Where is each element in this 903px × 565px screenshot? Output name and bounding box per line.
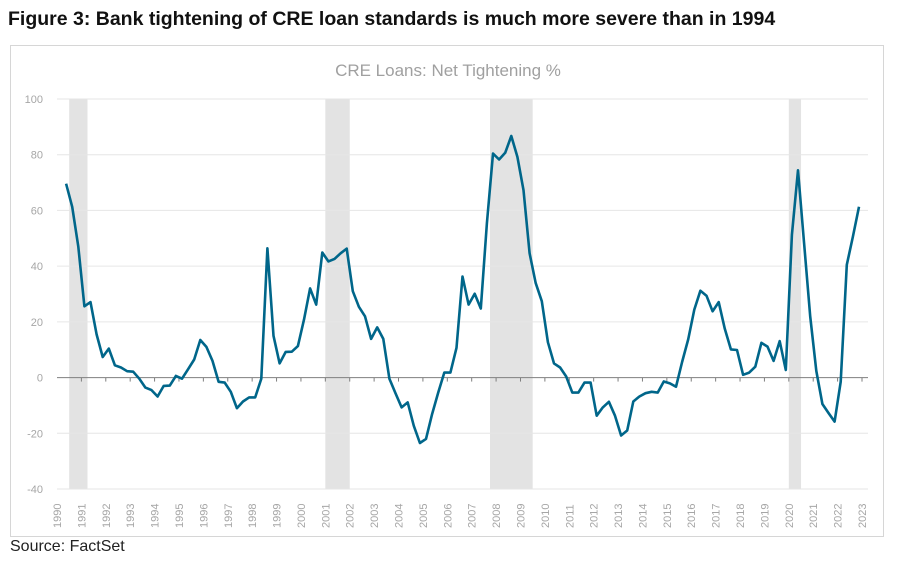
x-tick-label: 2002: [345, 504, 357, 528]
x-tick-label: 2003: [369, 504, 381, 528]
x-tick-label: 2017: [711, 504, 723, 528]
x-tick-label: 1990: [52, 504, 64, 528]
chart-frame: [10, 45, 884, 537]
x-tick-label: 2001: [320, 504, 332, 528]
y-tick-label: 60: [31, 205, 43, 217]
x-tick-label: 2021: [808, 504, 820, 528]
y-tick-label: 0: [37, 373, 43, 385]
x-tick-label: 2022: [833, 504, 845, 528]
x-tick-label: 1998: [247, 504, 259, 528]
y-tick-label: -40: [27, 484, 43, 496]
y-tick-label: 20: [31, 317, 43, 329]
x-tick-label: 1996: [198, 504, 210, 528]
x-tick-label: 2018: [735, 504, 747, 528]
x-tick-label: 1999: [272, 504, 284, 528]
x-tick-label: 2000: [296, 504, 308, 528]
x-tick-label: 2010: [540, 504, 552, 528]
x-tick-label: 1997: [223, 504, 235, 528]
figure-title: Figure 3: Bank tightening of CRE loan st…: [8, 8, 776, 30]
x-tick-label: 2009: [515, 504, 527, 528]
x-tick-label: 2023: [857, 504, 869, 528]
x-tick-label: 1991: [76, 504, 88, 528]
series-line: [64, 134, 861, 445]
x-tick-label: 2014: [637, 504, 649, 528]
x-tick-label: 2007: [467, 504, 479, 528]
x-tick-label: 2013: [613, 504, 625, 528]
x-tick-label: 1993: [125, 504, 137, 528]
x-tick-label: 2006: [442, 504, 454, 528]
x-tick-label: 2016: [686, 504, 698, 528]
x-tick-label: 2020: [784, 504, 796, 528]
x-tick-label: 2011: [564, 504, 576, 528]
y-tick-label: 100: [25, 94, 43, 106]
x-tick-label: 2005: [418, 504, 430, 528]
x-tick-label: 1992: [101, 504, 113, 528]
recession-band: [325, 99, 350, 489]
recession-band: [489, 99, 533, 489]
x-tick-label: 2015: [662, 504, 674, 528]
x-tick-label: 1994: [150, 504, 162, 528]
y-tick-label: -20: [27, 428, 43, 440]
x-tick-label: 2019: [759, 504, 771, 528]
source-note: Source: FactSet: [10, 538, 125, 555]
y-tick-label: 80: [31, 150, 43, 162]
x-tick-label: 2004: [394, 504, 406, 528]
y-tick-label: 40: [31, 261, 43, 273]
x-tick-label: 2008: [491, 504, 503, 528]
x-tick-label: 1995: [174, 504, 186, 528]
chart-title: CRE Loans: Net Tightening %: [335, 61, 561, 80]
recession-band: [788, 99, 802, 489]
recession-band: [69, 99, 88, 489]
x-tick-label: 2012: [589, 504, 601, 528]
